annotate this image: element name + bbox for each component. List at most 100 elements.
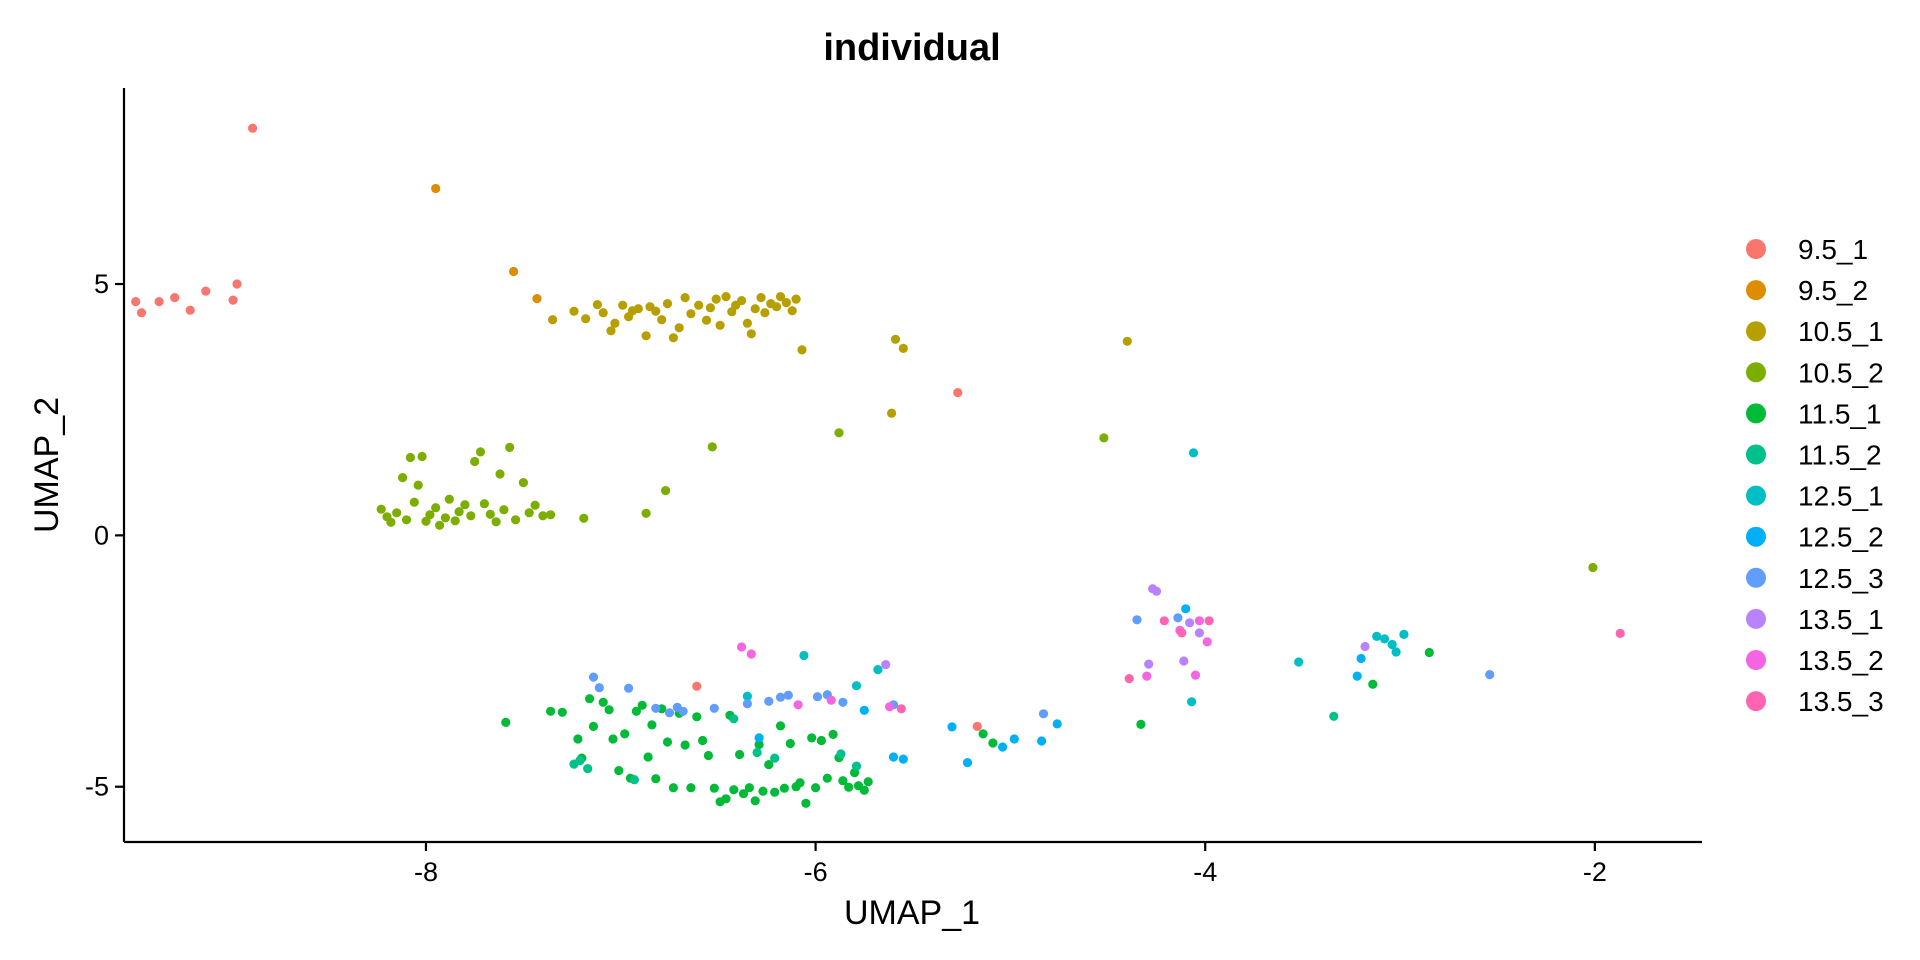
data-point-12-5_2-0 (754, 733, 764, 743)
legend-key-12-5_2 (1746, 526, 1766, 547)
data-point-11-5_1-29 (721, 794, 731, 804)
data-point-10-5_1-21 (701, 315, 712, 325)
data-point-10-5_1-28 (737, 296, 747, 306)
data-point-10-5_1-5 (606, 326, 616, 336)
data-point-13-5_2-3 (826, 695, 836, 705)
data-point-11-5_1-42 (785, 738, 795, 749)
x-tick-label-3: -2 (1583, 857, 1607, 887)
data-point-13-5_3-2 (1204, 616, 1214, 626)
data-point-11-5_1-20 (668, 783, 679, 793)
data-point-13-5_1-2 (1144, 659, 1154, 669)
data-point-11-5_1-46 (807, 733, 817, 743)
data-point-12-5_1-0 (742, 691, 753, 701)
y-tick-label-2: 5 (94, 269, 109, 299)
legend: 9.5_1 9.5_2 10.5_1 10.5_2 11.5_1 11.5_2 12.5_1… (1746, 234, 1884, 717)
legend-key-13-5_2 (1746, 650, 1766, 670)
legend-label-11-5_2: 11.5_2 (1798, 440, 1882, 471)
data-point-12-5_2-8 (1037, 736, 1047, 746)
data-point-11-5_1-39 (770, 787, 780, 797)
data-point-12-5_2-10 (1181, 604, 1191, 614)
data-point-10-5_2-23 (485, 509, 495, 519)
data-point-10-5_2-25 (495, 469, 505, 479)
data-point-11-5_2-8 (851, 761, 862, 771)
data-point-10-5_2-7 (409, 497, 419, 507)
legend-label-13-5_2: 13.5_2 (1798, 645, 1884, 676)
x-tick-label-0: -8 (414, 857, 438, 887)
data-point-9-5_1-2 (136, 308, 147, 318)
data-point-12-5_3-11 (783, 690, 793, 700)
data-point-11-5_2-2 (583, 764, 593, 774)
data-point-10-5_1-16 (668, 333, 679, 343)
data-point-10-5_2-29 (518, 478, 529, 488)
data-point-10-5_2-3 (392, 508, 402, 518)
data-point-11-5_1-0 (501, 717, 511, 728)
data-point-10-5_2-32 (538, 511, 548, 521)
data-point-12-5_2-7 (1009, 734, 1019, 744)
data-point-10-5_1-22 (705, 303, 716, 313)
data-point-10-5_1-7 (618, 300, 628, 310)
data-point-10-5_1-37 (781, 298, 792, 308)
x-tick-label-2: -4 (1193, 857, 1217, 887)
data-point-12-5_2-1 (859, 705, 869, 715)
data-point-11-5_1-2 (557, 707, 567, 717)
data-point-10-5_2-19 (466, 511, 476, 521)
data-point-11-5_1-22 (680, 740, 690, 750)
data-point-10-5_1-13 (651, 306, 661, 316)
legend-key-11-5_2 (1746, 444, 1766, 465)
data-point-11-5_1-19 (662, 737, 673, 747)
data-point-10-5_1-1 (569, 306, 579, 316)
data-point-10-5_1-4 (598, 308, 608, 318)
legend-label-9-5_2: 9.5_2 (1798, 275, 1868, 306)
data-point-10-5_1-30 (746, 329, 756, 339)
data-point-12-5_1-11 (1399, 629, 1409, 640)
data-point-11-5_1-26 (703, 750, 714, 761)
data-point-10-5_2-24 (491, 517, 501, 527)
data-point-10-5_2-17 (454, 507, 464, 517)
data-point-10-5_2-26 (499, 505, 509, 515)
data-point-13-5_2-0 (737, 642, 747, 652)
data-point-9-5_1-5 (185, 305, 195, 315)
data-point-12-5_3-4 (664, 708, 675, 718)
data-point-10-5_2-18 (460, 500, 470, 510)
data-point-10-5_1-15 (662, 299, 673, 309)
data-point-10-5_1-6 (610, 318, 620, 328)
data-point-11-5_1-5 (585, 694, 595, 704)
data-point-13-5_2-2 (793, 700, 803, 710)
data-point-12-5_1-9 (1387, 639, 1397, 650)
data-point-11-5_2-4 (729, 714, 739, 724)
data-point-12-5_1-1 (799, 650, 809, 661)
data-point-11-5_1-6 (588, 721, 599, 732)
legend-label-12-5_2: 12.5_2 (1798, 522, 1884, 553)
data-point-9-5_1-3 (154, 297, 164, 307)
data-point-10-5_2-27 (505, 442, 515, 452)
data-point-12-5_3-0 (588, 672, 599, 682)
data-point-11-5_1-38 (764, 760, 774, 770)
data-point-11-5_2-9 (1329, 711, 1339, 721)
data-point-11-5_1-11 (620, 729, 630, 739)
legend-key-12-5_1 (1746, 485, 1766, 506)
data-point-13-5_1-5 (1194, 628, 1204, 638)
legend-key-12-5_3 (1746, 567, 1766, 588)
data-point-10-5_2-14 (440, 513, 450, 523)
legend-label-12-5_3: 12.5_3 (1798, 563, 1884, 594)
data-point-11-5_1-3 (573, 734, 583, 744)
data-point-10-5_2-12 (431, 503, 441, 513)
data-point-12-5_2-4 (947, 722, 957, 732)
data-point-10-5_1-0 (548, 315, 558, 325)
data-point-10-5_1-20 (694, 300, 704, 310)
data-point-11-5_1-27 (709, 783, 719, 793)
data-point-10-5_2-0 (376, 504, 386, 514)
data-point-9-5_1-11 (972, 721, 982, 732)
y-axis-ticks: -5 0 5 (85, 269, 124, 802)
data-point-10-5_1-33 (760, 308, 770, 318)
data-point-11-5_1-16 (647, 720, 657, 730)
data-point-11-5_1-62 (1424, 647, 1434, 658)
legend-label-12-5_1: 12.5_1 (1798, 481, 1884, 512)
data-point-12-5_2-5 (962, 758, 973, 768)
data-point-10-5_2-6 (405, 452, 415, 463)
data-point-11-5_1-36 (754, 739, 764, 750)
data-point-13-5_3-3 (1177, 628, 1187, 638)
data-point-12-5_1-3 (873, 665, 883, 675)
legend-label-9-5_1: 9.5_1 (1798, 234, 1868, 265)
data-point-10-5_2-34 (579, 513, 589, 523)
